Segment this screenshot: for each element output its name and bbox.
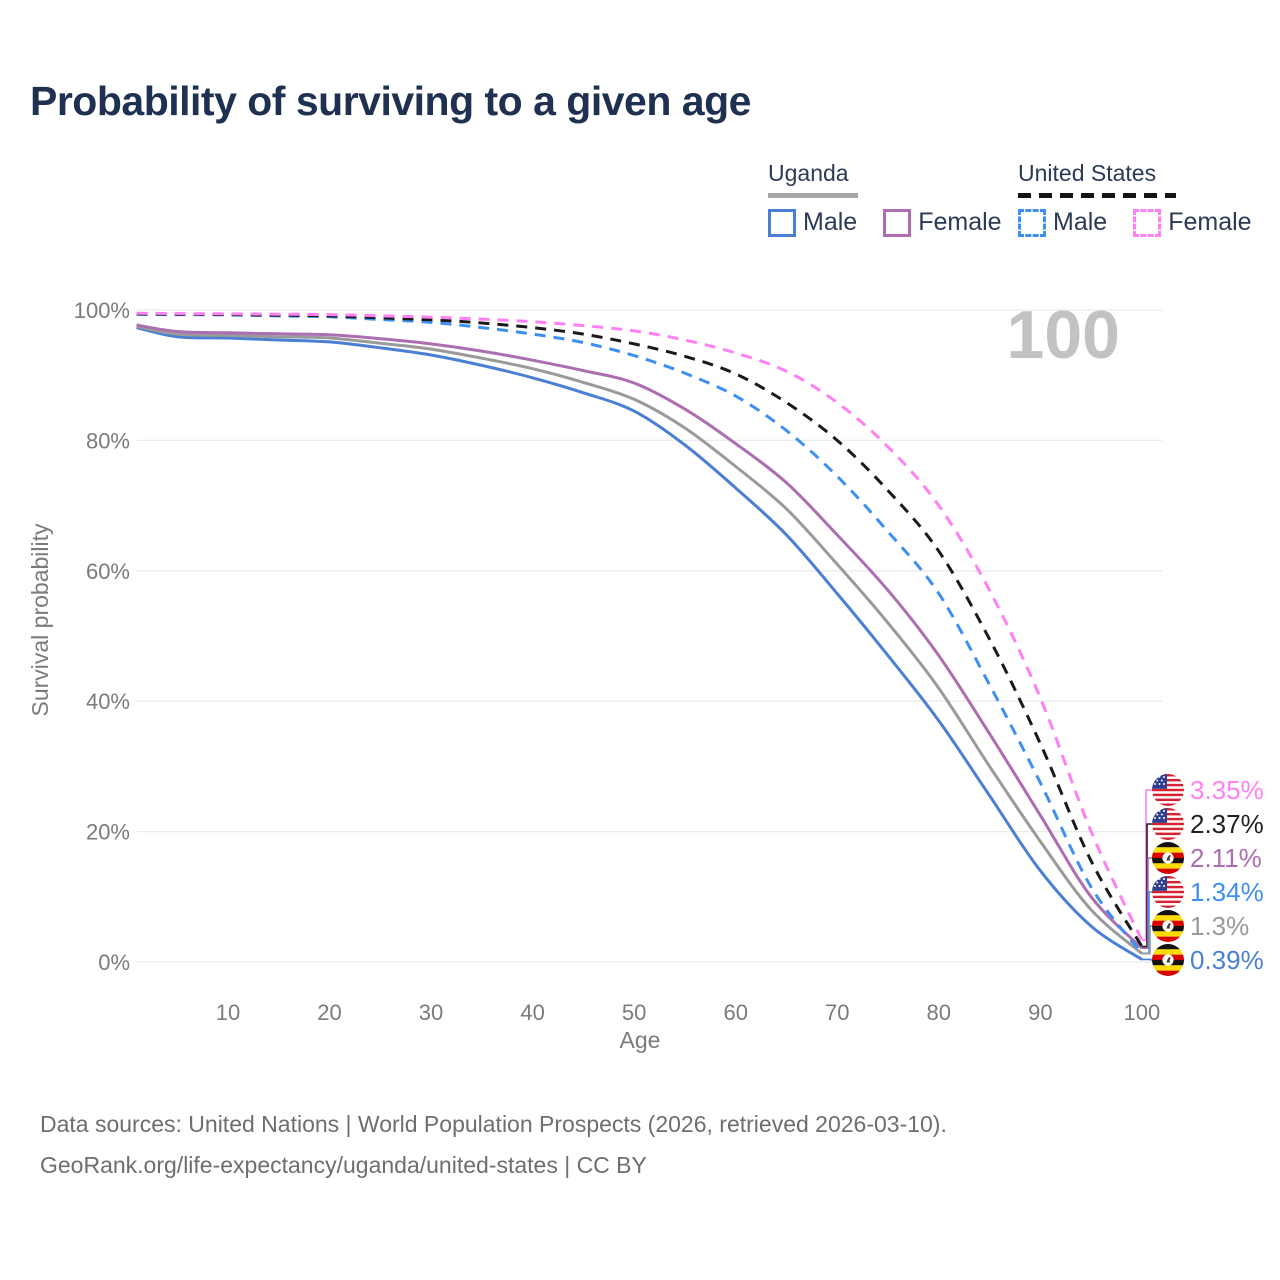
legend-toggle-us-male[interactable]: Male [1018, 208, 1107, 237]
legend-toggle-uganda-female[interactable]: Female [883, 208, 1002, 237]
end-value-label: 1.3% [1190, 911, 1249, 941]
series-lines[interactable] [136, 311, 1144, 961]
uganda-flag [1152, 842, 1184, 874]
end-labels: 3.35% 2.37% 2.11% 1.34% 1.3% 0.39% [1141, 774, 1264, 976]
y-tick-label: 60% [86, 559, 130, 584]
y-tick-label: 40% [86, 689, 130, 714]
x-tick-label: 100 [1124, 1000, 1161, 1025]
uganda-solid-line-swatch [768, 193, 858, 198]
data-source-footer: Data sources: United Nations | World Pop… [40, 1104, 947, 1186]
legend-country-united-states[interactable]: United States [1018, 160, 1157, 186]
x-tick-label: 70 [825, 1000, 849, 1025]
legend-country-uganda[interactable]: Uganda [768, 160, 849, 186]
y-axis-title: Survival probability [27, 523, 53, 717]
x-tick-label: 90 [1028, 1000, 1052, 1025]
leader-line [1141, 958, 1152, 961]
legend-label: Female [1168, 208, 1252, 236]
page-title: Probability of surviving to a given age [30, 78, 751, 124]
series-line[interactable] [136, 311, 1144, 941]
us-male-checkbox-icon [1018, 208, 1046, 237]
legend-label: Female [918, 208, 1002, 236]
leader-line [1141, 789, 1152, 941]
series-line[interactable] [136, 324, 1143, 955]
us-female-checkbox-icon [1133, 208, 1162, 237]
x-tick-label: 30 [419, 1000, 443, 1025]
data-source-line: Data sources: United Nations | World Pop… [40, 1111, 947, 1137]
leader-line [1141, 925, 1152, 955]
uganda-male-checkbox-icon [768, 208, 796, 237]
end-value-label: 2.11% [1190, 843, 1262, 873]
end-value-label: 3.35% [1190, 775, 1264, 805]
legend-group-uganda: Uganda Male Female [768, 160, 1002, 237]
legend-label: Male [1053, 208, 1108, 236]
x-tick-label: 80 [927, 1000, 951, 1025]
legend-toggle-uganda-male[interactable]: Male [768, 208, 857, 237]
us-flag [1152, 774, 1184, 806]
attribution-line: GeoRank.org/life-expectancy/uganda/unite… [40, 1152, 647, 1178]
uganda-female-checkbox-icon [883, 208, 912, 237]
gridlines [137, 309, 1162, 963]
leader-line [1141, 857, 1152, 950]
legend-label: Male [803, 208, 858, 236]
x-tick-label: 60 [723, 1000, 747, 1025]
x-tick-label: 40 [520, 1000, 544, 1025]
y-tick-label: 0% [98, 950, 130, 975]
x-tick-label: 10 [216, 1000, 240, 1025]
series-line[interactable] [136, 312, 1144, 955]
legend-group-united-states: United States Male Female [1018, 160, 1252, 237]
y-tick-label: 100% [74, 298, 130, 323]
x-tick-label: 20 [317, 1000, 341, 1025]
end-value-label: 2.37% [1190, 809, 1264, 839]
end-value-label: 1.34% [1190, 877, 1264, 907]
series-line[interactable] [136, 312, 1144, 948]
series-line[interactable] [136, 326, 1143, 961]
y-tick-label: 20% [86, 820, 130, 845]
us-flag [1152, 808, 1184, 840]
x-tick-label: 50 [622, 1000, 646, 1025]
axis-labels: 0% 20% 40% 60% 80% 100% 10 20 30 40 50 60 70 80 90 100 [74, 298, 1161, 1025]
end-value-label: 0.39% [1190, 945, 1264, 975]
uganda-flag [1152, 910, 1184, 942]
us-flag [1152, 876, 1184, 908]
us-dashed-line-swatch [1018, 193, 1176, 198]
uganda-flag [1152, 944, 1184, 976]
watermark-age-100: 100 [1007, 297, 1120, 373]
legend-toggle-us-female[interactable]: Female [1133, 208, 1252, 237]
series-line[interactable] [136, 323, 1143, 950]
y-tick-label: 80% [86, 428, 130, 453]
x-axis-title: Age [620, 1027, 661, 1053]
leader-line [1141, 823, 1152, 948]
